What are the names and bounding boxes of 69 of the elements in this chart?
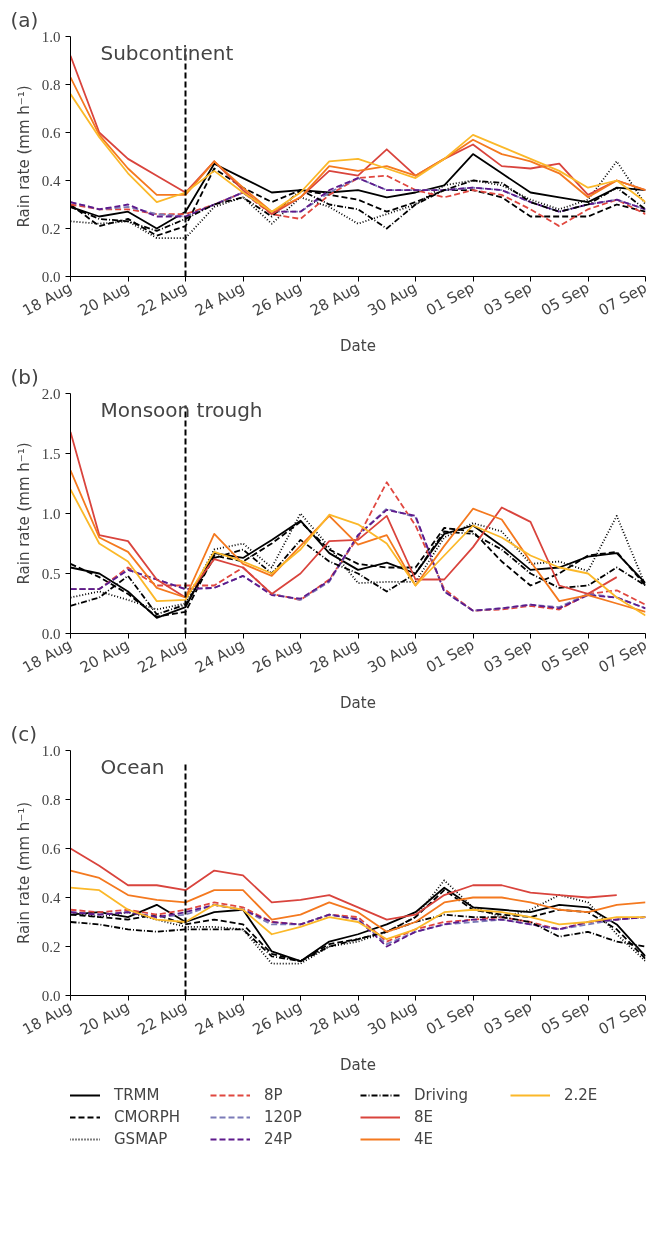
y-tick-label: 0.2 [41, 938, 61, 955]
y-tick-label: 0.8 [41, 791, 61, 808]
x-tick-label: 03 Sep [480, 997, 535, 1039]
y-tick-label: 0.0 [41, 268, 61, 285]
legend-label: 4E [414, 1130, 434, 1148]
y-tick-label: 1.0 [41, 742, 61, 759]
y-axis-title: Rain rate (mm h⁻¹) [14, 442, 33, 585]
x-tick-label: 03 Sep [480, 635, 535, 677]
chart-title: (b) [10, 364, 39, 389]
x-tick-label: 07 Sep [595, 635, 650, 677]
x-tick-label: 30 Aug [364, 278, 420, 320]
y-tick-label: 0.8 [41, 76, 61, 93]
x-tick-label: 24 Aug [192, 997, 248, 1039]
x-tick-label: 20 Aug [77, 278, 133, 320]
x-tick-label: 22 Aug [134, 278, 190, 320]
x-tick-label: 07 Sep [595, 278, 650, 320]
y-tick-label: 0.4 [41, 889, 61, 906]
chart-subtitle: Ocean [100, 755, 165, 780]
legend-label: TRMM [114, 1086, 160, 1104]
legend-label: 24P [264, 1130, 293, 1148]
x-tick-label: 01 Sep [422, 997, 478, 1039]
x-tick-label: 22 Aug [134, 997, 190, 1039]
y-tick-label: 0.0 [41, 625, 61, 642]
x-tick-label: 26 Aug [249, 278, 305, 320]
y-tick-label: 1.5 [41, 445, 61, 462]
x-tick-label: 05 Sep [537, 635, 593, 677]
x-tick-label: 20 Aug [77, 635, 133, 677]
chart-title: (c) [10, 721, 38, 746]
chart-title: (a) [10, 7, 39, 32]
x-tick-label: 05 Sep [537, 997, 593, 1039]
legend-label: 8P [264, 1086, 284, 1104]
x-tick-label: 07 Sep [595, 997, 650, 1039]
x-tick-label: 03 Sep [480, 278, 535, 320]
y-tick-label: 1.0 [41, 505, 61, 522]
x-tick-label: 28 Aug [307, 278, 363, 320]
y-tick-label: 0.0 [41, 987, 61, 1004]
legend-label: 8E [414, 1108, 434, 1126]
x-tick-label: 30 Aug [364, 635, 420, 677]
x-tick-label: 20 Aug [77, 997, 133, 1039]
legend-label: 2.2E [564, 1086, 598, 1104]
x-tick-label: 28 Aug [307, 635, 363, 677]
y-axis-title: Rain rate (mm h⁻¹) [14, 85, 33, 228]
y-tick-label: 0.4 [41, 172, 61, 189]
x-tick-label: 30 Aug [364, 997, 420, 1039]
chart-subtitle: Monsoon trough [100, 398, 263, 423]
y-tick-label: 1.0 [41, 28, 61, 45]
x-axis-title: Date [340, 693, 376, 712]
y-tick-label: 0.2 [41, 220, 61, 237]
y-tick-label: 2.0 [41, 385, 61, 402]
x-tick-label: 24 Aug [192, 278, 248, 320]
y-axis-title: Rain rate (mm h⁻¹) [14, 801, 33, 945]
legend-label: Driving [414, 1086, 468, 1104]
x-tick-label: 22 Aug [134, 635, 190, 677]
y-tick-label: 0.5 [41, 565, 61, 582]
x-tick-label: 28 Aug [307, 997, 363, 1039]
chart-subtitle: Subcontinent [100, 41, 234, 66]
x-tick-label: 24 Aug [192, 635, 248, 677]
x-tick-label: 05 Sep [537, 278, 593, 320]
legend-label: 120P [264, 1108, 302, 1126]
y-tick-label: 0.6 [41, 840, 61, 857]
x-tick-label: 26 Aug [249, 997, 305, 1039]
legend-label: GSMAP [114, 1130, 168, 1148]
x-axis-title: Date [340, 336, 376, 355]
x-tick-label: 26 Aug [249, 635, 305, 677]
x-axis-title: Date [340, 1055, 376, 1074]
x-tick-label: 01 Sep [422, 635, 478, 677]
x-tick-label: 01 Sep [422, 278, 478, 320]
y-tick-label: 0.6 [41, 124, 61, 141]
legend-label: CMORPH [114, 1108, 180, 1126]
